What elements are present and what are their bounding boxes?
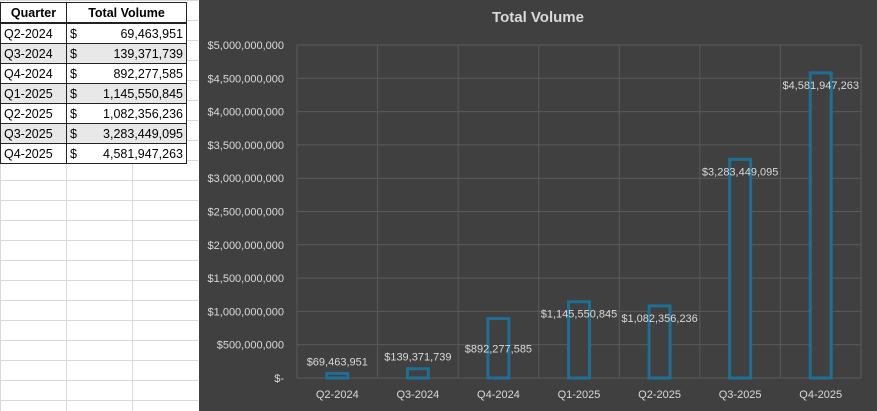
data-label: $1,082,356,236 [621,313,697,325]
y-tick-label: $1,000,000,000 [208,306,284,318]
data-label: $69,463,951 [307,356,368,368]
cell-total-volume[interactable]: 4,581,947,263 [82,143,187,164]
header-quarter[interactable]: Quarter [0,2,67,24]
y-tick-label: $500,000,000 [217,340,284,352]
y-tick-label: $2,000,000,000 [208,240,284,252]
x-tick-label: Q4-2024 [477,389,520,401]
table-row: Q3-2025 $3,283,449,095 [0,123,187,144]
y-tick-label: $- [274,373,284,385]
y-tick-label: $4,000,000,000 [208,107,284,119]
y-tick-label: $4,500,000,000 [208,73,284,85]
cell-currency-symbol[interactable]: $ [66,143,82,164]
x-tick-label: Q1-2025 [558,389,601,401]
y-tick-label: $1,500,000,000 [208,273,284,285]
spreadsheet-area: Quarter Total Volume Q2-2024 $69,463,951 Q… [0,0,198,411]
y-tick-label: $3,000,000,000 [208,173,284,185]
table-row: Q3-2024 $139,371,739 [0,43,187,64]
chart-area[interactable]: Total Volume $- $500,000,000 $1,000,000,00… [199,0,877,411]
y-tick-label: $5,000,000,000 [208,40,284,52]
cell-quarter[interactable]: Q2-2025 [0,103,67,124]
y-tick-label: $3,500,000,000 [208,140,284,152]
header-total-volume[interactable]: Total Volume [66,2,187,24]
cell-quarter[interactable]: Q3-2024 [0,43,67,64]
bar [728,157,753,380]
bar [325,371,350,380]
cell-total-volume[interactable]: 139,371,739 [82,43,187,64]
data-label: $3,283,449,095 [702,166,778,178]
cell-quarter[interactable]: Q4-2024 [0,63,67,84]
bar [405,367,430,380]
cell-quarter[interactable]: Q4-2025 [0,143,67,164]
cell-currency-symbol[interactable]: $ [66,43,82,64]
data-label: $4,581,947,263 [782,80,858,92]
cell-total-volume[interactable]: 3,283,449,095 [82,123,187,144]
table-row: Q1-2025 $1,145,550,845 [0,83,187,104]
data-label: $139,371,739 [384,352,451,364]
table-row: Q4-2025 $4,581,947,263 [0,143,187,164]
table-row: Q2-2024 $69,463,951 [0,22,187,44]
chart-title[interactable]: Total Volume [492,9,584,26]
cell-currency-symbol[interactable]: $ [66,83,82,104]
table-row: Q2-2025 $1,082,356,236 [0,103,187,124]
x-tick-label: Q3-2025 [719,389,762,401]
cell-currency-symbol[interactable]: $ [66,22,82,44]
bar [567,300,591,380]
cell-total-volume[interactable]: 1,145,550,845 [82,83,187,104]
table-row: Q4-2024 $892,277,585 [0,63,187,84]
x-tick-label: Q2-2025 [638,389,681,401]
bar [808,71,833,380]
table-header-row: Quarter Total Volume [0,2,187,24]
x-tick-label: Q4-2025 [799,389,842,401]
cell-currency-symbol[interactable]: $ [66,63,82,84]
cell-quarter[interactable]: Q3-2025 [0,123,67,144]
y-tick-label: $2,500,000,000 [208,207,284,219]
cell-currency-symbol[interactable]: $ [66,123,82,144]
bar [647,304,672,380]
cell-total-volume[interactable]: 69,463,951 [82,22,187,44]
table-body: Q2-2024 $69,463,951 Q3-2024 $139,371,739 Q4-… [0,22,187,164]
cell-total-volume[interactable]: 892,277,585 [82,63,187,84]
volume-table: Quarter Total Volume Q2-2024 $69,463,951 Q… [0,2,187,164]
data-label: $892,277,585 [465,344,532,356]
x-tick-label: Q3-2024 [396,389,439,401]
cell-quarter[interactable]: Q2-2024 [0,22,67,44]
cell-currency-symbol[interactable]: $ [66,103,82,124]
bar [486,317,511,380]
data-label: $1,145,550,845 [541,309,617,321]
bar-chart-plot[interactable]: $- $500,000,000 $1,000,000,000 $1,500,000,0… [199,0,877,411]
cell-total-volume[interactable]: 1,082,356,236 [82,103,187,124]
x-tick-label: Q2-2024 [316,389,359,401]
cell-quarter[interactable]: Q1-2025 [0,83,67,104]
